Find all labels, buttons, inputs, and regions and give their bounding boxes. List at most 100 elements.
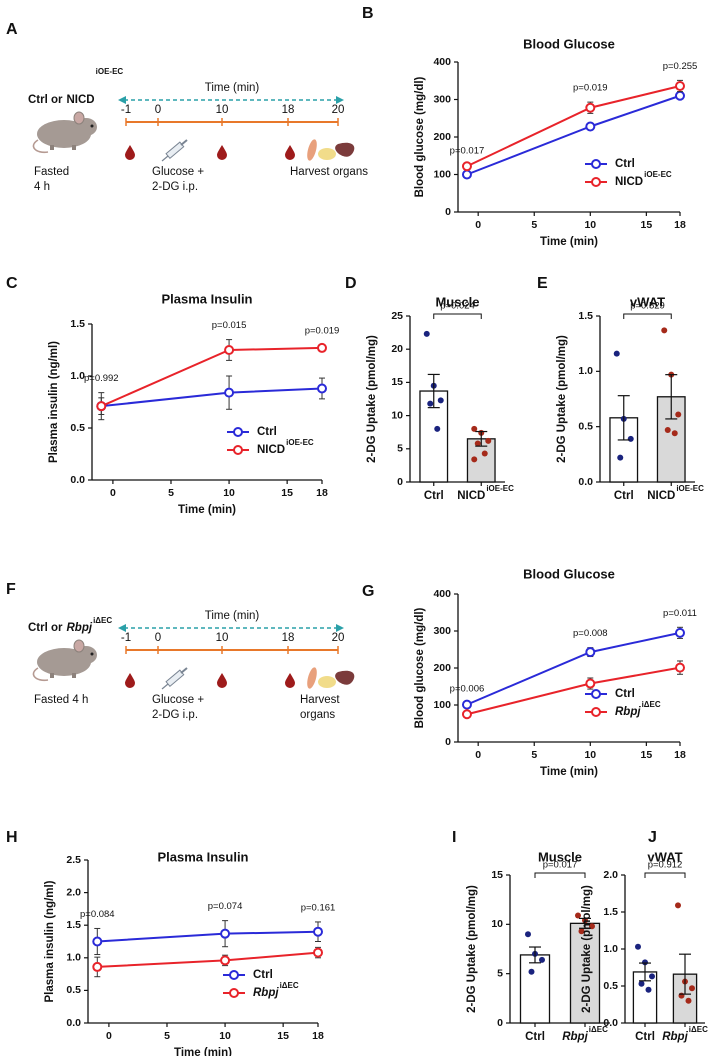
error-bar: [617, 395, 630, 441]
p-value: p=0.529: [630, 301, 665, 312]
data-point: [461, 169, 472, 180]
group-label: NICD: [67, 94, 95, 106]
data-point: [313, 947, 323, 958]
y-tick-label: 10: [391, 409, 403, 421]
arrow-head: [118, 624, 126, 632]
y-tick-label: 300: [433, 93, 451, 105]
blood-drop: [125, 673, 135, 688]
organs-icon: [305, 666, 355, 690]
series-line: [100, 346, 323, 408]
data-point: [675, 81, 685, 91]
y-tick-label: 200: [433, 662, 451, 674]
data-point: [92, 961, 103, 972]
y-tick-label: 1.5: [603, 906, 618, 918]
y-tick-label: 0.0: [66, 1017, 81, 1029]
x-tick-label: Ctrl: [525, 1031, 545, 1043]
data-point: [649, 973, 655, 980]
x-tick-label: NICD: [647, 490, 675, 502]
blood-drop: [217, 145, 227, 160]
x-axis-label: Time (min): [174, 1047, 232, 1056]
x-tick-label-superscript: iOE-EC: [676, 484, 704, 493]
error-bar: [639, 962, 651, 982]
x-tick-label: 5: [164, 1030, 170, 1042]
x-tick-label: 10: [584, 749, 596, 761]
fasted-text: 4 h: [34, 181, 50, 193]
y-tick-label: 0.5: [70, 422, 85, 434]
panel-label: A: [6, 21, 18, 38]
p-value: p=0.024: [440, 301, 475, 312]
timeline-tick-label: 0: [155, 632, 161, 644]
data-point: [474, 440, 481, 447]
bar: [519, 954, 551, 1024]
significance-bracket: [644, 872, 686, 878]
syringe-icon: [161, 139, 188, 162]
p-value: p=0.992: [84, 373, 119, 384]
data-point: [471, 456, 478, 463]
y-tick-label: 400: [433, 588, 451, 600]
y-tick-label: 1.0: [70, 370, 85, 382]
arrow-head: [336, 96, 344, 104]
legend-label-superscript: iOE-EC: [644, 170, 672, 179]
p-value: p=0.019: [305, 325, 340, 336]
x-axis-label: Time (min): [540, 236, 598, 248]
blood-drop: [217, 673, 227, 688]
injection-text: Glucose +: [152, 694, 204, 706]
x-axis-label: Time (min): [178, 504, 236, 516]
y-tick-label: 1.5: [578, 310, 593, 322]
data-point: [585, 647, 596, 658]
y-tick-label: 0.5: [578, 420, 593, 432]
timeline-tick-label: 10: [216, 104, 229, 116]
x-tick-label: 15: [281, 487, 293, 499]
data-point: [678, 992, 685, 999]
x-tick-label: 18: [674, 749, 686, 761]
legend-label-superscript: iΔEC: [280, 981, 299, 990]
data-point: [675, 90, 685, 101]
data-point: [427, 400, 434, 407]
data-point: [539, 956, 545, 963]
legend-marker: [591, 177, 601, 187]
chart-title: vWAT: [647, 849, 682, 864]
timeline-label: Time (min): [205, 610, 260, 622]
data-point: [627, 435, 634, 442]
chart-title: Muscle: [435, 294, 479, 309]
y-tick-label: 0.0: [578, 476, 593, 488]
series-line: [97, 930, 319, 943]
p-value: p=0.255: [663, 61, 698, 72]
panel-label: H: [6, 829, 18, 846]
x-tick-label: 0: [106, 1030, 112, 1042]
data-point: [461, 709, 472, 720]
data-point: [317, 342, 327, 353]
y-tick-label: 1.5: [70, 318, 85, 330]
data-point: [675, 411, 682, 418]
legend-marker: [233, 445, 243, 455]
error-bar: [427, 373, 440, 409]
y-tick-label: 15: [391, 376, 403, 388]
y-axis-label: 2-DG Uptake (pmol/mg): [556, 335, 568, 463]
error-bar: [579, 917, 591, 929]
error-bar: [475, 430, 488, 447]
legend-marker: [591, 707, 601, 717]
x-tick-label: NICD: [457, 490, 485, 502]
chart-title: Blood Glucose: [523, 36, 615, 51]
y-tick-label: 100: [433, 699, 451, 711]
x-tick-label-superscript: iΔEC: [589, 1025, 608, 1034]
panel-label: G: [362, 583, 374, 600]
harvest-text: organs: [300, 709, 335, 721]
group-label: Rbpj: [67, 622, 93, 634]
y-axis-label: Blood glucose (mg/dl): [414, 76, 426, 197]
p-value: p=0.011: [663, 608, 697, 619]
panel-label: E: [537, 275, 548, 292]
p-value: p=0.019: [573, 83, 608, 94]
legend-marker: [591, 689, 601, 699]
x-tick-label: 0: [110, 487, 116, 499]
data-point: [96, 401, 107, 412]
x-tick-label: 10: [223, 487, 235, 499]
legend-label: Rbpj: [253, 987, 279, 999]
chart-title: Blood Glucose: [523, 566, 615, 581]
organs-icon: [305, 138, 355, 162]
x-tick-label: 10: [219, 1030, 231, 1042]
timeline-tick-label: 0: [155, 104, 161, 116]
data-point: [461, 699, 472, 710]
panel-label: B: [362, 5, 374, 22]
